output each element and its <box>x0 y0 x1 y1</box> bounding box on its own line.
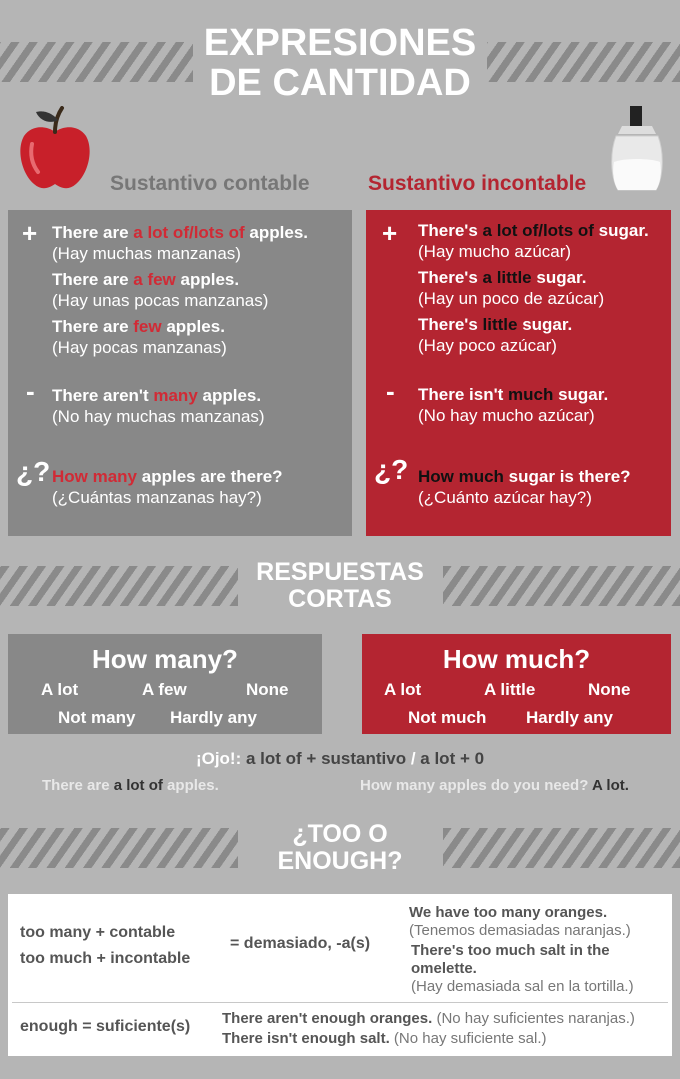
question-symbol: ¿? <box>16 456 51 487</box>
too-enough-heading-line-1: ¿TOO O <box>292 820 388 848</box>
ojo-slash: / <box>406 749 421 768</box>
answer-a-few: A few <box>142 680 187 699</box>
sugar-dispenser-icon <box>611 106 663 191</box>
countable-title: Sustantivo contable <box>110 172 310 195</box>
enough-example-2: There isn't enough salt. (No hay suficie… <box>222 1030 547 1047</box>
uncountable-example-1: There's a lot of/lots of sugar. (Hay muc… <box>418 221 649 261</box>
countable-example-5: How many apples are there? (¿Cuántas man… <box>52 467 283 507</box>
too-much-example-line-1: There's too much salt in the <box>411 942 610 959</box>
countable-example-3: There are few apples. (Hay pocas manzana… <box>52 317 227 357</box>
apple-icon <box>20 106 90 189</box>
answer-hardly-any: Hardly any <box>170 708 257 727</box>
answer-a-lot: A lot <box>41 680 79 699</box>
how-much-title: How much? <box>442 644 591 674</box>
answer-none: None <box>588 680 631 699</box>
short-answers-stripes-left <box>0 566 238 606</box>
too-much-translation: (Hay demasiada sal en la tortilla.) <box>411 978 634 995</box>
uncountable-example-2: There's a little sugar. (Hay un poco de … <box>418 268 605 308</box>
plus-symbol: + <box>382 218 398 248</box>
short-answers-heading: RESPUESTAS CORTAS <box>0 560 680 612</box>
meaning-demasiado: = demasiado, -a(s) <box>230 935 371 952</box>
question-symbol: ¿? <box>374 454 409 485</box>
ojo-example-1: There are a lot of apples. <box>42 777 219 794</box>
uncountable-example-3: There's little sugar. (Hay poco azúcar) <box>418 315 573 355</box>
minus-symbol: - <box>26 376 35 406</box>
countable-panel: + - ¿? There are a lot of/lots of apples… <box>8 210 352 536</box>
how-many-title: How many? <box>92 644 238 674</box>
rule-enough: enough = suficiente(s) <box>20 1018 191 1035</box>
countable-example-4: There aren't many apples. (No hay muchas… <box>52 386 265 426</box>
ojo-example-2: How many apples do you need? A lot. <box>360 777 629 794</box>
title-stripes-left <box>0 42 193 82</box>
countable-example-2: There are a few apples. (Hay unas pocas … <box>52 270 269 310</box>
ojo-label: ¡Ojo!: <box>195 749 242 768</box>
countable-example-1: There are a lot of/lots of apples. (Hay … <box>52 223 309 263</box>
uncountable-panel: + - ¿? There's a lot of/lots of sugar. (… <box>366 210 671 536</box>
short-answers-stripes-right <box>443 566 680 606</box>
rule-too-much: too much + incontable <box>20 950 191 967</box>
answer-a-lot: A lot <box>384 680 422 699</box>
too-enough-heading-line-2: ENOUGH? <box>277 847 403 875</box>
too-enough-heading: ¿TOO O ENOUGH? <box>0 822 680 874</box>
title-line-1: EXPRESIONES <box>203 22 477 64</box>
short-answers-heading-line-2: CORTAS <box>288 585 392 613</box>
too-enough-table: too many + contable too much + incontabl… <box>8 894 672 1056</box>
answer-a-little: A little <box>484 680 536 699</box>
too-enough-stripes-left <box>0 828 238 868</box>
how-many-box: How many? A lot A few None Not many Hard… <box>8 634 322 734</box>
minus-symbol: - <box>386 376 395 406</box>
too-many-translation: (Tenemos demasiadas naranjas.) <box>409 922 631 939</box>
plus-symbol: + <box>22 218 38 248</box>
title-line-2: DE CANTIDAD <box>209 62 471 104</box>
how-much-box: How much? A lot A little None Not much H… <box>362 634 671 734</box>
short-answers-heading-line-1: RESPUESTAS <box>256 558 424 586</box>
table-divider <box>12 1002 668 1003</box>
answer-none: None <box>246 680 289 699</box>
uncountable-title: Sustantivo incontable <box>368 172 587 195</box>
answer-hardly-any: Hardly any <box>526 708 613 727</box>
title-stripes-right <box>487 42 680 82</box>
ojo-rule: ¡Ojo!: a lot of + sustantivo / a lot + 0 <box>0 749 680 769</box>
ojo-rule-countable: a lot of + sustantivo <box>241 749 407 768</box>
enough-example-1: There aren't enough oranges. (No hay suf… <box>222 1010 635 1027</box>
too-much-example-line-2: omelette. <box>411 960 477 977</box>
rule-too-many: too many + contable <box>20 924 176 941</box>
too-many-example: We have too many oranges. <box>409 904 608 921</box>
uncountable-example-4: There isn't much sugar. (No hay mucho az… <box>418 385 609 425</box>
answer-not-many: Not many <box>58 708 136 727</box>
page-title: EXPRESIONES DE CANTIDAD <box>0 24 680 102</box>
too-enough-stripes-right <box>443 828 680 868</box>
uncountable-example-5: How much sugar is there? (¿Cuánto azúcar… <box>418 467 631 507</box>
answer-not-much: Not much <box>408 708 487 727</box>
ojo-rule-zero: a lot + 0 <box>420 749 485 768</box>
